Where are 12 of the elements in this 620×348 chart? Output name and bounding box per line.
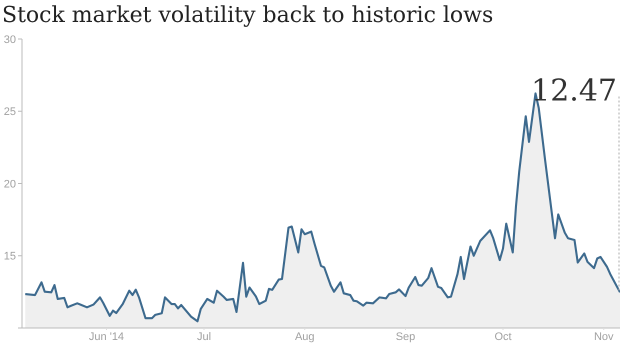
y-tick-label: 30 [4, 34, 16, 46]
x-tick-label: Jun '14 [88, 330, 124, 343]
x-tick-label: Jul [196, 330, 212, 343]
y-tick-label: 20 [4, 178, 16, 190]
y-tick-label: 15 [4, 250, 16, 263]
y-tick-label: 25 [4, 106, 16, 118]
x-tick-label: Oct [494, 330, 512, 343]
chart-title: Stock market volatility back to historic lows [1, 2, 494, 30]
annotation: 12.47 [531, 73, 617, 108]
x-tick-label: Sep [396, 330, 416, 343]
x-tick-label: Aug [294, 330, 315, 343]
x-tick-label: Nov [594, 330, 614, 343]
